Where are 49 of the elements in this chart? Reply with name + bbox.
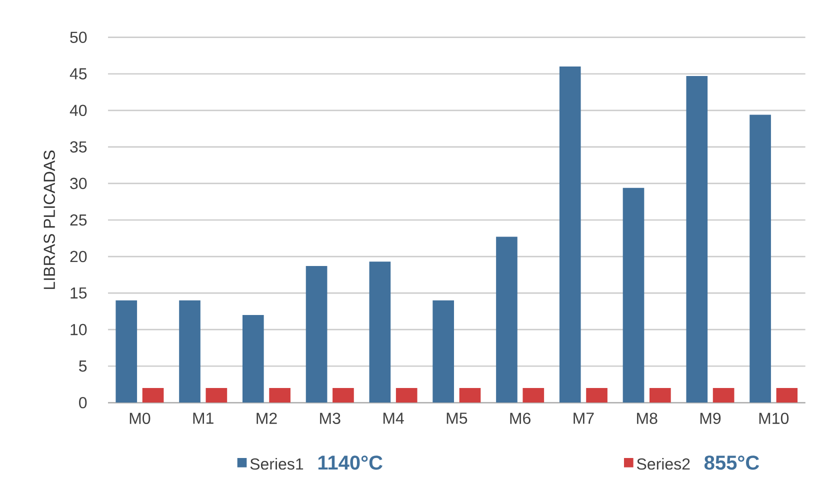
bar [496, 236, 518, 403]
bar [522, 388, 544, 403]
y-axis-title: LIBRAS PLICADAS [44, 150, 56, 289]
bar [586, 388, 608, 403]
x-tick-label: M5 [446, 412, 468, 424]
bar [559, 66, 581, 403]
bar [650, 388, 671, 403]
x-tick-label: M1 [193, 412, 214, 424]
x-tick-label: M8 [637, 412, 658, 424]
y-tick-label: 25 [70, 214, 87, 226]
bar [142, 388, 164, 403]
y-tick-label: 0 [79, 396, 87, 408]
bar [179, 300, 200, 403]
x-tick-label: M6 [510, 412, 530, 424]
x-tick-label: M0 [130, 412, 150, 424]
x-tick-label: M2 [256, 412, 277, 424]
bar [306, 266, 328, 403]
x-tick-label: M9 [700, 412, 721, 424]
text: 1140°C [318, 456, 382, 470]
legend-label: Series2 [636, 458, 690, 470]
bar [332, 388, 354, 403]
text: 855°C [704, 456, 760, 470]
y-tick-label: 5 [79, 360, 87, 372]
x-tick-label: M7 [574, 412, 594, 424]
bar [269, 388, 290, 403]
bar [206, 388, 228, 403]
bar [396, 388, 418, 403]
y-tick-label: 10 [70, 324, 87, 336]
bar [622, 188, 644, 403]
y-tick-label: 35 [70, 141, 87, 153]
x-tick-label: M10 [759, 412, 789, 424]
bar [459, 388, 481, 403]
bar [750, 114, 771, 403]
x-tick-label: M3 [320, 412, 340, 424]
bar [116, 300, 138, 403]
bar [776, 388, 798, 403]
bar [712, 388, 734, 403]
y-tick-label: 50 [70, 32, 87, 43]
legend-label: Series1 [250, 458, 304, 470]
bar [242, 314, 264, 403]
y-tick-label: 45 [70, 68, 87, 80]
y-tick-label: 40 [70, 104, 87, 116]
y-tick-label: 30 [70, 178, 87, 190]
bar [432, 300, 454, 403]
y-tick-label: 15 [70, 287, 87, 299]
x-tick-label: M4 [383, 412, 404, 424]
bar [686, 76, 708, 403]
y-tick-label: 20 [70, 250, 87, 262]
bar [369, 262, 391, 403]
